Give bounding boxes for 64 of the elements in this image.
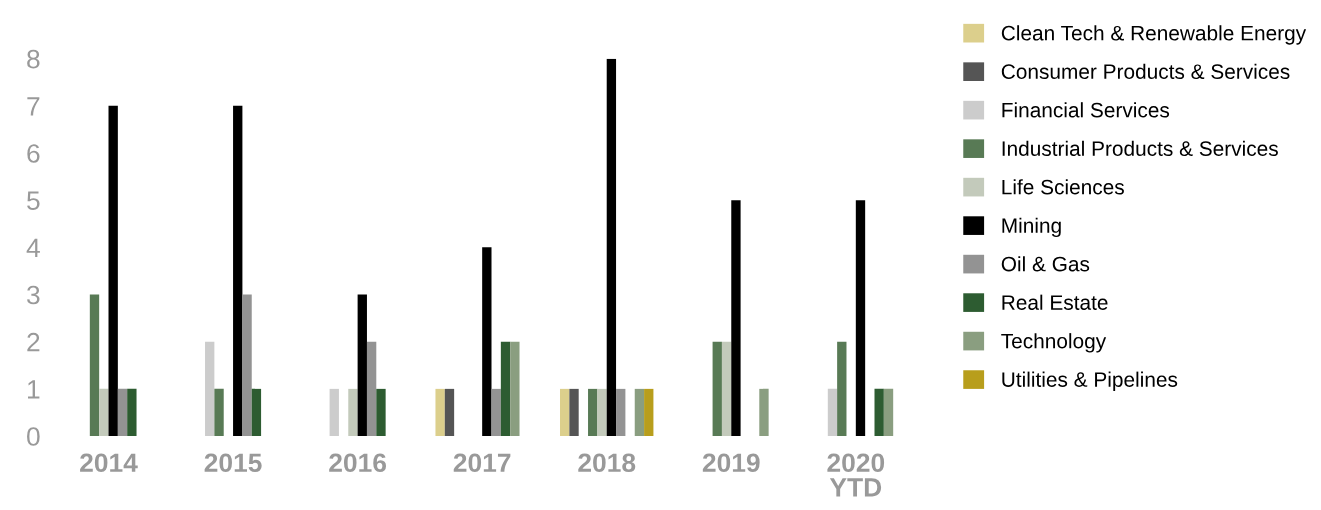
y-tick-label: 6 [27, 144, 40, 163]
bar [251, 388, 262, 437]
legend-label: Mining [1002, 217, 1061, 238]
legend-label: Real Estate [1002, 294, 1108, 310]
bar [616, 388, 626, 437]
y-tick-label: 2 [27, 332, 40, 352]
bar [376, 388, 386, 437]
bar [588, 388, 598, 437]
bar [329, 388, 339, 437]
bar [242, 294, 252, 437]
bar [444, 388, 455, 437]
bar [597, 388, 607, 437]
bar [510, 341, 520, 437]
x-tick-label: 2017 [453, 453, 511, 473]
y-tick-label: 4 [26, 238, 40, 257]
legend-label: Technology [1001, 333, 1107, 353]
bar [644, 388, 654, 437]
x-tick-label: 2019 [702, 453, 760, 473]
legend-label: Life Sciences [1002, 179, 1124, 195]
bar [108, 105, 118, 437]
bar [569, 388, 579, 437]
bar [837, 341, 847, 437]
bar [491, 388, 501, 437]
y-tick-label: 1 [28, 380, 40, 399]
y-tick-label: 0 [27, 427, 40, 446]
bar [759, 388, 769, 437]
bar [205, 341, 215, 437]
y-tick-label: 5 [27, 191, 40, 210]
bar [731, 200, 741, 437]
x-tick-label: 2014 [80, 453, 138, 473]
legend-label: Consumer Products & Services [1001, 63, 1290, 79]
legend-label: Oil & Gas [1001, 256, 1090, 272]
y-tick-label: 3 [27, 285, 40, 305]
y-tick-label: 8 [27, 49, 40, 69]
bar [883, 388, 894, 437]
bar [874, 388, 884, 437]
bar [214, 388, 224, 437]
bar [366, 341, 377, 437]
x-tick-label: 2020 YTD [827, 453, 885, 497]
x-tick-label: 2015 [204, 453, 262, 473]
bar [827, 388, 838, 437]
bar [357, 294, 367, 437]
x-tick-label: 2016 [329, 453, 387, 473]
bar [712, 341, 722, 437]
y-tick-label: 7 [27, 97, 40, 116]
x-tick-label: 2018 [578, 453, 636, 473]
legend-label: Clean Tech & Renewable Energy [1001, 25, 1307, 45]
bar [560, 388, 570, 437]
legend-label: Utilities & Pipelines [1002, 371, 1178, 392]
bar [855, 200, 866, 437]
legend-label: Financial Services [1002, 102, 1170, 118]
bar [89, 294, 100, 437]
bar [606, 58, 617, 437]
bar [99, 388, 109, 437]
bar [500, 341, 511, 437]
bar [127, 388, 137, 437]
bar [233, 105, 243, 437]
bar [482, 247, 492, 437]
bar [435, 388, 445, 437]
bar [348, 388, 358, 437]
bar [721, 341, 732, 437]
bar [117, 388, 128, 437]
bar [634, 388, 645, 437]
legend-label: Industrial Products & Services [1002, 140, 1278, 156]
